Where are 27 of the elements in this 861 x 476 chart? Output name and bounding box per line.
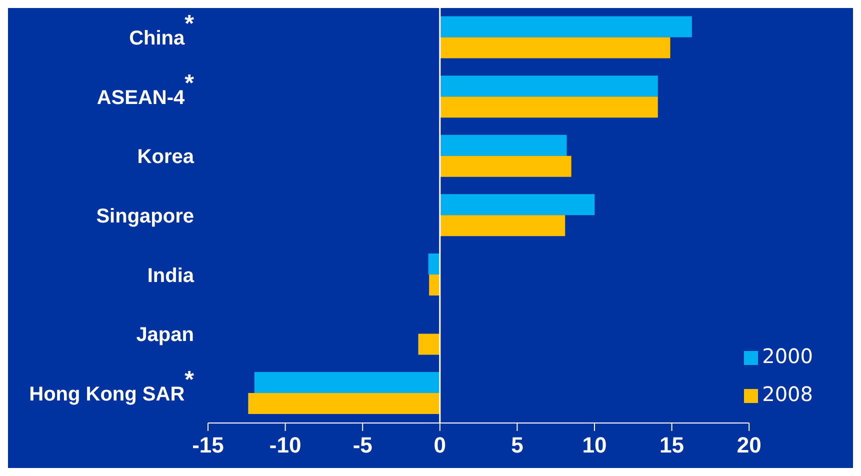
x-tick-label: 15 (660, 432, 684, 458)
x-tick-label: -10 (269, 432, 302, 458)
x-tick-label: 5 (511, 432, 524, 458)
x-tick-label: 20 (736, 432, 762, 458)
bar (440, 156, 572, 177)
x-tick-label: -15 (192, 432, 224, 458)
legend-label: 2000 (762, 344, 813, 368)
y-tick-label: India (147, 264, 195, 287)
bar (440, 96, 658, 118)
bar (440, 16, 692, 38)
bar (418, 334, 440, 355)
y-tick-label: Japan (136, 324, 194, 346)
x-tick-label: -5 (352, 432, 372, 458)
y-tick-label: Singapore (96, 206, 194, 228)
bar (440, 76, 658, 97)
bar (429, 274, 440, 296)
legend-label: 2008 (762, 382, 813, 406)
x-tick-label: 10 (582, 432, 607, 458)
y-tick-label: Korea (137, 146, 195, 168)
bar (440, 37, 670, 58)
bar (440, 134, 567, 156)
bar (440, 215, 566, 236)
bar (254, 372, 440, 394)
bar (248, 393, 440, 414)
bar (428, 253, 440, 274)
bar (440, 194, 594, 216)
x-tick-label: 0 (434, 432, 446, 458)
